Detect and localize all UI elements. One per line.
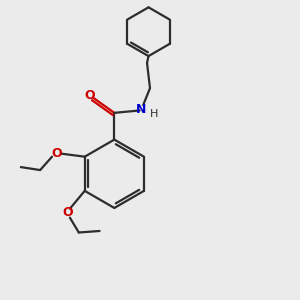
Text: N: N	[136, 103, 146, 116]
Text: O: O	[62, 206, 73, 219]
Text: O: O	[84, 89, 95, 102]
Text: O: O	[52, 147, 62, 160]
Text: H: H	[150, 109, 159, 119]
